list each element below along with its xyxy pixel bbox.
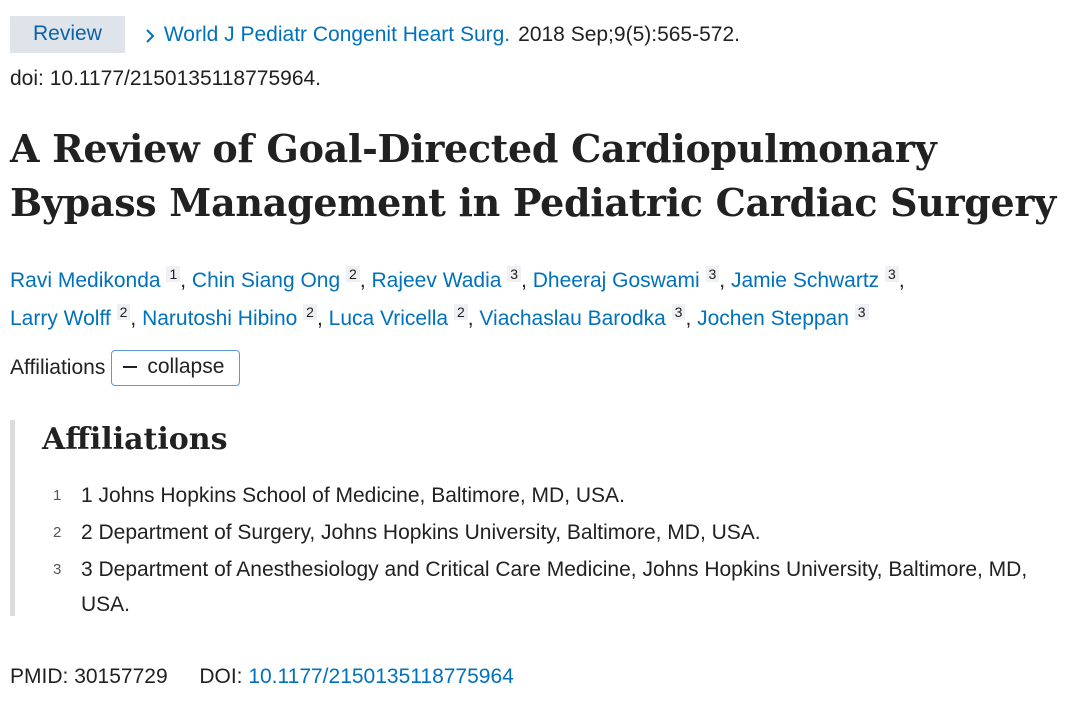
author-link[interactable]: Rajeev Wadia [371, 269, 502, 292]
author-link[interactable]: Luca Vricella [328, 307, 449, 330]
affiliations-label: Affiliations [10, 356, 106, 379]
affiliations-panel: Affiliations 1 1 Johns Hopkins School of… [10, 420, 1075, 616]
authors-list: Ravi Medikonda 1, Chin Siang Ong 2, Raje… [10, 266, 905, 330]
affiliation-text: 3 Department of Anesthesiology and Criti… [81, 558, 1028, 616]
affiliation-number: 2 [53, 524, 62, 541]
affiliation-item: 3 3 Department of Anesthesiology and Cri… [53, 552, 1053, 622]
author-affiliation-ref[interactable]: 2 [116, 304, 131, 320]
affiliations-heading: Affiliations [42, 422, 228, 457]
doi-citation: doi: 10.1177/2150135118775964. [10, 67, 322, 90]
author-link[interactable]: Jochen Steppan [697, 307, 849, 330]
author-link[interactable]: Jamie Schwartz [730, 269, 880, 292]
author-affiliation-ref[interactable]: 3 [854, 304, 869, 320]
author-affiliation-ref[interactable]: 3 [507, 266, 522, 282]
author-link[interactable]: Dheeraj Goswami [532, 269, 700, 292]
minus-icon [123, 366, 138, 368]
author-link[interactable]: Larry Wolff [10, 307, 111, 330]
article-type-badge: Review [10, 16, 125, 53]
collapse-label: collapse [147, 355, 225, 378]
affiliation-item: 1 1 Johns Hopkins School of Medicine, Ba… [53, 478, 1053, 513]
identifiers: PMID: 30157729 DOI: 10.1177/215013511877… [10, 665, 514, 689]
author-affiliation-ref[interactable]: 2 [303, 304, 317, 320]
journal-link[interactable]: World J Pediatr Congenit Heart Surg. [163, 22, 511, 46]
affiliation-number: 1 [53, 487, 62, 504]
author-link[interactable]: Narutoshi Hibino [142, 307, 298, 330]
author-affiliation-ref[interactable]: 2 [453, 304, 468, 320]
author-link[interactable]: Viachaslau Barodka [479, 307, 666, 330]
author-affiliation-ref[interactable]: 3 [671, 304, 686, 320]
affiliation-text: 1 Johns Hopkins School of Medicine, Balt… [81, 484, 625, 507]
author-affiliation-ref[interactable]: 3 [705, 266, 720, 282]
publication-date: 2018 Sep;9(5):565-572. [518, 22, 740, 46]
pmid-label: PMID: [10, 665, 69, 688]
chevron-right-icon[interactable] [145, 29, 156, 43]
author-affiliation-ref[interactable]: 1 [166, 266, 181, 282]
affiliations-list: 1 1 Johns Hopkins School of Medicine, Ba… [53, 478, 1053, 624]
affiliation-text: 2 Department of Surgery, Johns Hopkins U… [81, 521, 761, 544]
doi-label: DOI: [199, 665, 243, 688]
author-link[interactable]: Chin Siang Ong [191, 269, 341, 292]
affiliation-number: 3 [53, 561, 62, 578]
collapse-affiliations-button[interactable]: collapse [111, 350, 241, 386]
pmid-value: 30157729 [74, 665, 168, 688]
author-affiliation-ref[interactable]: 2 [346, 266, 360, 282]
affiliations-toggle-row: Affiliations collapse [10, 350, 241, 386]
doi-link[interactable]: 10.1177/2150135118775964 [248, 665, 514, 688]
affiliation-item: 2 2 Department of Surgery, Johns Hopkins… [53, 515, 1053, 550]
author-link[interactable]: Ravi Medikonda [10, 269, 161, 292]
citation-header: Review World J Pediatr Congenit Heart Su… [10, 16, 740, 53]
article-title: A Review of Goal-Directed Cardiopulmonar… [10, 126, 1056, 225]
author-affiliation-ref[interactable]: 3 [885, 266, 899, 282]
